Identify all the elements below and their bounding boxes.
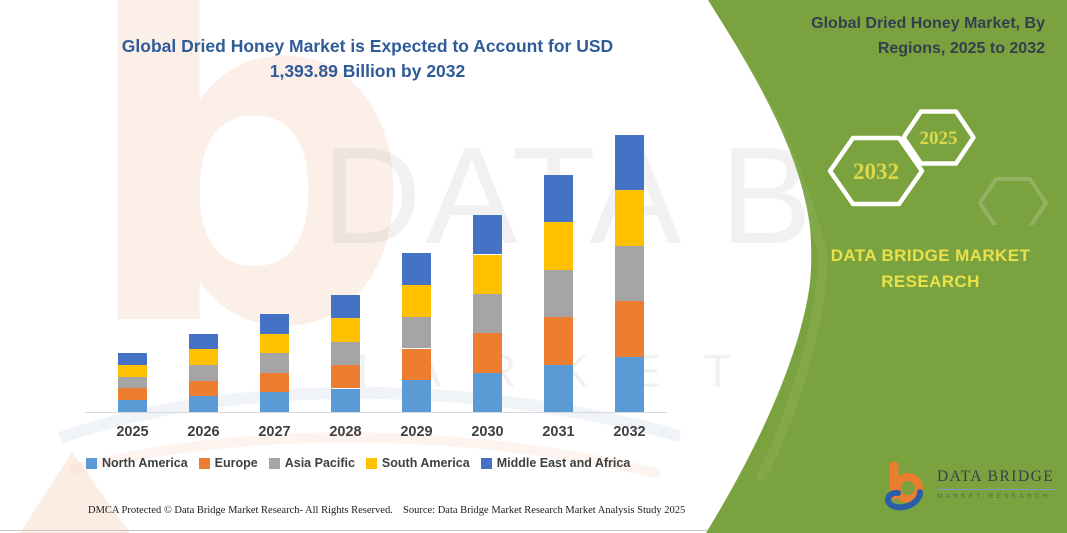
x-axis-line [85,412,667,413]
legend-item-south-america: South America [365,456,470,470]
bar-segment-2029-europe [402,348,431,381]
x-axis-label-2025: 2025 [116,424,149,440]
x-axis-label-2030: 2030 [471,424,504,440]
bar-segment-2030-south-america [473,254,502,294]
bar-segment-2030-north-america [473,372,502,412]
company-logo-name: DATA BRIDGE [937,462,1057,490]
bar-segment-2026-asia-pacific [189,365,218,381]
panel-title: Global Dried Honey Market, By Regions, 2… [811,15,1045,57]
x-axis-label-2031: 2031 [542,424,575,440]
bar-segment-2031-middle-east-and-africa [544,174,573,223]
legend-swatch-north-america [86,457,97,469]
bar-segment-2027-north-america [260,392,289,412]
bar-segment-2032-south-america [615,190,644,246]
bar-segment-2026-south-america [189,349,218,366]
bar-segment-2028-europe [331,365,360,389]
legend-item-north-america: North America [86,456,188,470]
bar-segment-2031-south-america [544,222,573,270]
legend-swatch-asia-pacific [268,457,280,469]
bar-segment-2026-europe [189,380,218,397]
x-axis-label-2032: 2032 [613,424,646,440]
bar-segment-2026-north-america [189,396,218,412]
company-logo-text: DATA BRIDGE MARKET RESEARCH [937,462,1057,500]
bar-segment-2028-south-america [331,318,360,342]
legend-swatch-europe [198,457,210,469]
plot-area: 2025 2026 2027 2028 2029 2030 2031 2032 [85,135,667,440]
hexagon-2025 [901,109,976,166]
legend-swatch-middle-east-and-africa [480,457,492,469]
legend: North America Europe Asia Pacific South Ame… [86,456,630,470]
bar-segment-2028-middle-east-and-africa [331,294,360,319]
footer-copyright: DMCA Protected © Data Bridge Market Rese… [88,505,393,516]
x-axis-label-2028: 2028 [329,424,362,440]
bar-segment-2029-middle-east-and-africa [402,253,431,285]
company-logo-b-icon [885,462,923,511]
legend-label-middle-east-and-africa: Middle East and Africa [496,456,631,470]
bar-segment-2032-middle-east-and-africa [615,135,644,191]
legend-swatch-south-america [365,457,377,469]
chart-title: Global Dried Honey Market is Expected to… [121,36,614,81]
hexagon-2025-label: 2025 [920,128,958,149]
x-axis-label-2027: 2027 [258,424,291,440]
bar-segment-2029-asia-pacific [402,316,431,349]
bar-segment-2025-middle-east-and-africa [118,353,147,365]
bar-segment-2026-middle-east-and-africa [189,333,218,350]
bar-segment-2031-europe [544,317,573,365]
bar-segment-2025-europe [118,388,147,401]
legend-item-europe: Europe [198,456,258,470]
footer-source: Source: Data Bridge Market Research Mark… [403,505,686,516]
bar-segment-2025-north-america [118,400,147,412]
bar-segment-2027-europe [260,372,289,393]
bar-segment-2030-asia-pacific [473,293,502,334]
bar-segment-2030-middle-east-and-africa [473,215,502,255]
bar-segment-2025-asia-pacific [118,376,147,389]
hexagon-2032 [827,135,925,207]
x-axis-label-2026: 2026 [187,424,220,440]
brand-wordmark: DATA BRIDGE MARKET RESEARCH [830,246,1031,291]
bar-segment-2027-south-america [260,333,289,354]
bar-segment-2028-asia-pacific [331,341,360,366]
bar-segment-2027-asia-pacific [260,353,289,373]
legend-item-middle-east-and-africa: Middle East and Africa [480,456,631,470]
bar-segment-2032-asia-pacific [615,245,644,302]
ghost-hexagon [978,177,1048,225]
x-axis-label-2029: 2029 [400,424,433,440]
bar-segment-2029-north-america [402,380,431,412]
legend-label-north-america: North America [102,456,188,470]
bar-segment-2027-middle-east-and-africa [260,314,289,334]
hexagon-2032-label: 2032 [853,159,899,184]
bar-segment-2030-europe [473,333,502,373]
bar-segment-2031-north-america [544,364,573,412]
company-logo-tagline: MARKET RESEARCH [937,493,1051,500]
bar-segment-2028-north-america [331,388,360,412]
bar-segment-2029-south-america [402,285,431,317]
bar-segment-2032-europe [615,301,644,357]
bar-segment-2031-asia-pacific [544,269,573,318]
bar-segment-2032-north-america [615,356,644,412]
bar-segment-2025-south-america [118,364,147,377]
legend-label-europe: Europe [214,456,258,470]
company-logo: DATA BRIDGE MARKET RESEARCH [884,462,1057,512]
legend-label-south-america: South America [381,456,470,470]
forecast-hexagons: 2032 2025 [827,109,1048,225]
legend-item-asia-pacific: Asia Pacific [268,456,355,470]
legend-label-asia-pacific: Asia Pacific [284,456,355,470]
bottom-divider [0,530,712,531]
